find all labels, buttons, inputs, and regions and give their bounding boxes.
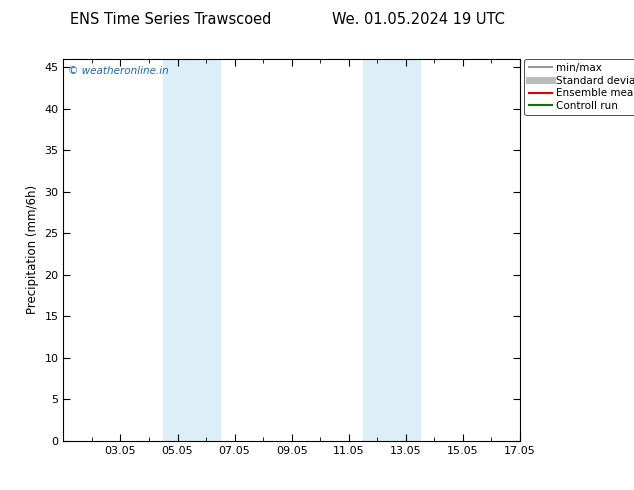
Bar bbox=[363, 59, 420, 441]
Bar bbox=[164, 59, 221, 441]
Text: We. 01.05.2024 19 UTC: We. 01.05.2024 19 UTC bbox=[332, 12, 505, 27]
Legend: min/max, Standard deviation, Ensemble mean run, Controll run: min/max, Standard deviation, Ensemble me… bbox=[524, 59, 634, 115]
Text: ENS Time Series Trawscoed: ENS Time Series Trawscoed bbox=[70, 12, 272, 27]
Text: © weatheronline.in: © weatheronline.in bbox=[68, 67, 169, 76]
Y-axis label: Precipitation (mm/6h): Precipitation (mm/6h) bbox=[26, 185, 39, 315]
